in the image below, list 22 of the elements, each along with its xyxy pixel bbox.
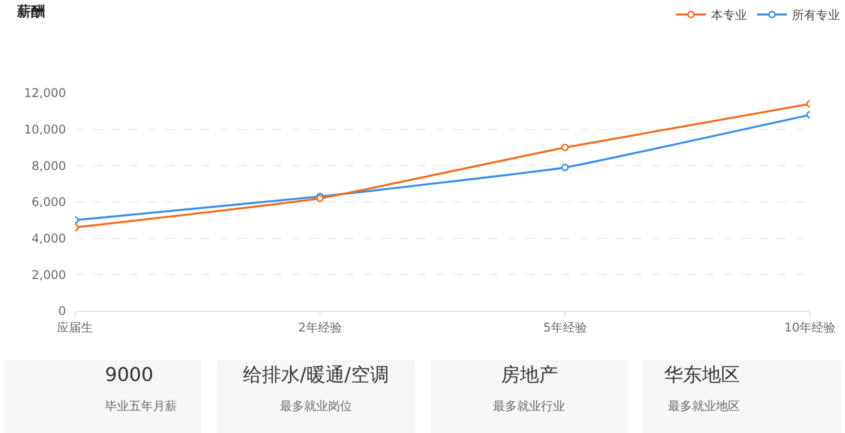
legend-label: 本专业 [711, 8, 747, 22]
x-tick-label: 应届生 [57, 320, 93, 334]
y-tick-label: 2,000 [32, 268, 66, 282]
y-tick-label: 4,000 [32, 232, 66, 246]
y-tick-label: 8,000 [32, 158, 66, 173]
y-tick-label: 12,000 [24, 86, 66, 100]
text: 9000 [105, 364, 154, 386]
y-tick-label: 6,000 [32, 195, 66, 210]
text: 最多就业地区 [668, 399, 740, 413]
text: 毕业五年月薪 [105, 399, 177, 413]
x-tick-label: 10年经验 [784, 320, 836, 334]
y-tick-label: 10,000 [24, 122, 66, 137]
y-tick-label: 0 [58, 304, 66, 318]
legend-label: 所有专业 [792, 8, 840, 22]
text: 房地产 [501, 364, 558, 386]
x-tick-label: 2年经验 [298, 320, 342, 334]
text: 最多就业岗位 [280, 399, 352, 413]
text: 最多就业行业 [493, 399, 565, 413]
x-tick-label: 5年经验 [543, 320, 587, 334]
chart-title: 薪酬 [16, 4, 45, 20]
text: 给排水/暖通/空调 [243, 364, 389, 386]
text: 华东地区 [664, 364, 740, 386]
